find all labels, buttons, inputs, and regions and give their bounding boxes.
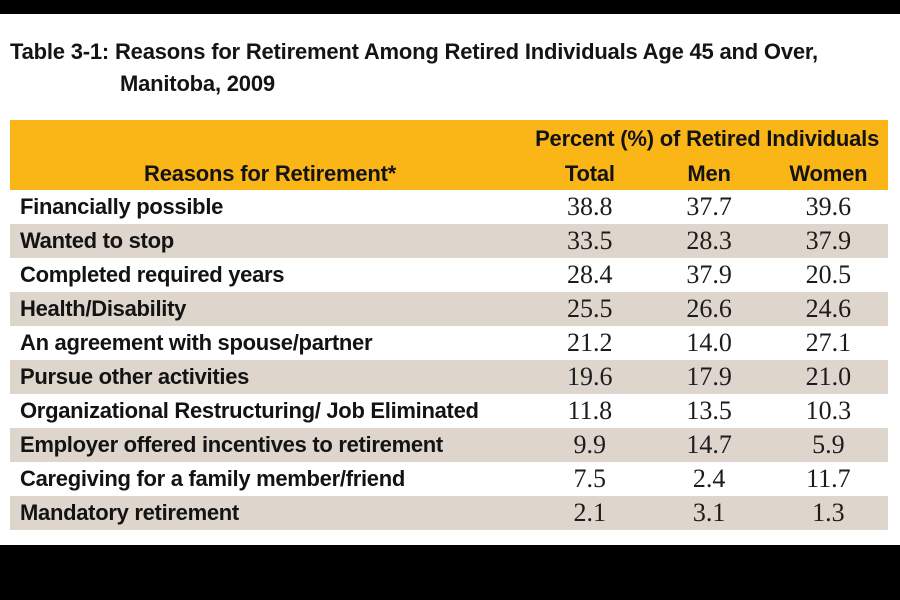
column-header-reasons: Reasons for Retirement* [10,158,531,190]
table-row: Employer offered incentives to retiremen… [10,428,888,462]
reason-label: Health/Disability [20,296,187,321]
total-value: 19.6 [567,362,613,391]
bottom-black-bar [0,545,900,600]
men-value: 28.3 [686,226,732,255]
women-value: 39.6 [805,192,852,221]
women-value: 10.3 [805,396,852,425]
column-header-men: Men [649,158,769,190]
table-row: Mandatory retirement 2.1 3.1 1.3 [10,496,888,530]
total-value: 2.1 [573,498,607,527]
group-header: Percent (%) of Retired Individuals [530,120,888,158]
women-value: 1.3 [812,498,845,527]
reason-label: Mandatory retirement [20,500,239,525]
women-value: 5.9 [812,430,845,459]
total-value: 25.5 [567,294,613,323]
women-value: 24.6 [805,294,852,323]
table-row: Pursue other activities 19.6 17.9 21.0 [10,360,888,394]
total-value: 38.8 [567,192,613,221]
women-value: 11.7 [806,464,851,493]
men-value: 14.7 [686,430,732,459]
table-row: Wanted to stop 33.5 28.3 37.9 [10,224,888,258]
retirement-reasons-table: Percent (%) of Retired Individuals Reaso… [10,120,888,530]
table-title-line1: Table 3-1: Reasons for Retirement Among … [10,39,818,64]
total-value: 9.9 [573,430,607,459]
reason-label: Wanted to stop [20,228,174,253]
women-value: 37.9 [805,226,852,255]
top-black-bar [0,0,900,14]
men-value: 2.4 [692,464,726,493]
women-value: 21.0 [805,362,852,391]
men-value: 14.0 [686,328,732,357]
reason-label: Employer offered incentives to retiremen… [20,432,443,457]
women-value: 20.5 [805,260,852,289]
header-group-row: Percent (%) of Retired Individuals [10,120,888,158]
column-header-women: Women [768,158,888,190]
men-value: 37.9 [686,260,732,289]
table-title: Table 3-1: Reasons for Retirement Among … [10,36,890,100]
reason-label: Pursue other activities [20,364,250,389]
total-value: 7.5 [573,464,607,493]
reason-label: Financially possible [20,194,224,219]
total-value: 11.8 [567,396,613,425]
total-value: 21.2 [567,328,613,357]
table-row: An agreement with spouse/partner 21.2 14… [10,326,888,360]
header-columns-row: Reasons for Retirement* Total Men Women [10,158,888,190]
table-row: Financially possible 38.8 37.7 39.6 [10,190,888,224]
table-row: Organizational Restructuring/ Job Elimin… [10,394,888,428]
reason-label: An agreement with spouse/partner [20,330,373,355]
men-value: 26.6 [686,294,732,323]
table-row: Completed required years 28.4 37.9 20.5 [10,258,888,292]
table-row: Caregiving for a family member/friend 7.… [10,462,888,496]
total-value: 33.5 [567,226,613,255]
column-header-total: Total [530,158,650,190]
men-value: 17.9 [686,362,732,391]
header-spacer-cell [10,120,531,158]
reason-label: Completed required years [20,262,285,287]
women-value: 27.1 [805,328,852,357]
men-value: 13.5 [686,396,732,425]
table-row: Health/Disability 25.5 26.6 24.6 [10,292,888,326]
table-title-line2: Manitoba, 2009 [120,71,275,96]
reason-label: Organizational Restructuring/ Job Elimin… [20,398,479,423]
men-value: 3.1 [692,498,726,527]
men-value: 37.7 [686,192,732,221]
total-value: 28.4 [567,260,613,289]
reason-label: Caregiving for a family member/friend [20,466,406,491]
